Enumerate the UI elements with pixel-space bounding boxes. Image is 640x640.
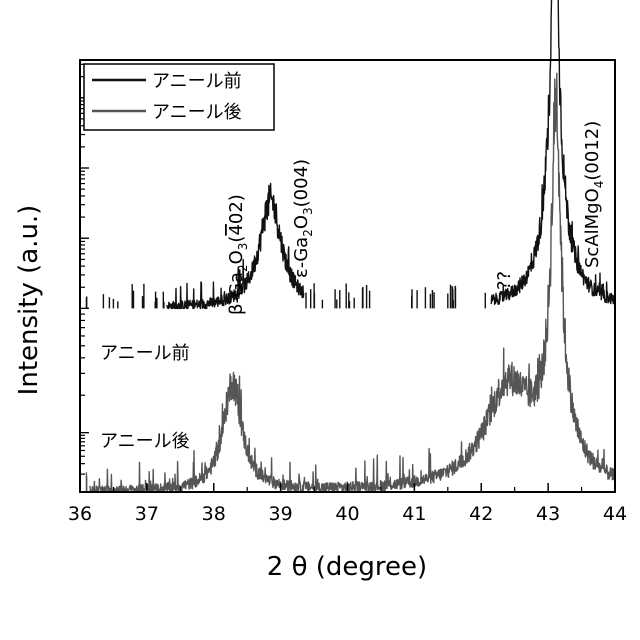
series-line-before-anneal bbox=[85, 0, 616, 310]
series-line-after-anneal bbox=[85, 72, 616, 493]
annotation-unknown: ?? bbox=[494, 271, 515, 290]
x-tick-label: 40 bbox=[335, 503, 359, 525]
series-label-after: アニール後 bbox=[100, 431, 190, 452]
annotation-scalmgo4: ScAlMgO4(0012) bbox=[582, 121, 606, 268]
legend-label-after: アニール後 bbox=[152, 102, 242, 123]
legend-label-before: アニール前 bbox=[152, 71, 242, 92]
legend: アニール前 アニール後 bbox=[83, 63, 275, 131]
x-tick-label: 38 bbox=[202, 503, 226, 525]
x-tick-label: 44 bbox=[603, 503, 627, 525]
annotation-beta-ga2o3: β-Ga2O3(402) bbox=[226, 194, 250, 315]
x-tick-label: 41 bbox=[402, 503, 426, 525]
series-label-before: アニール前 bbox=[100, 343, 190, 364]
annotation-epsilon-ga2o3: ε-Ga2O3(004) bbox=[291, 159, 315, 278]
x-tick-label: 43 bbox=[536, 503, 560, 525]
y-axis-title: Intensity (a.u.) bbox=[14, 205, 44, 396]
x-tick-label: 39 bbox=[269, 503, 293, 525]
x-tick-label: 42 bbox=[469, 503, 493, 525]
x-tick-label: 36 bbox=[68, 503, 92, 525]
plot-area bbox=[85, 0, 616, 493]
x-axis: 36 37 38 39 40 41 42 43 44 bbox=[68, 483, 627, 525]
x-tick-label: 37 bbox=[135, 503, 159, 525]
x-axis-title: 2 θ (degree) bbox=[267, 552, 427, 582]
legend-box bbox=[83, 63, 275, 131]
